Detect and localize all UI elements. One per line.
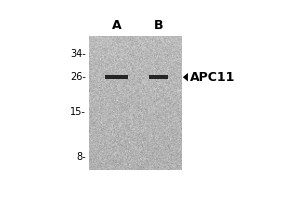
- Bar: [148, 75, 168, 79]
- Text: APC11: APC11: [190, 71, 235, 84]
- Text: B: B: [154, 19, 163, 32]
- Bar: [105, 75, 128, 79]
- Text: 26-: 26-: [70, 72, 86, 82]
- Text: 8-: 8-: [77, 152, 86, 162]
- Polygon shape: [183, 73, 188, 81]
- Text: 15-: 15-: [70, 107, 86, 117]
- Text: A: A: [112, 19, 122, 32]
- Text: 34-: 34-: [70, 49, 86, 59]
